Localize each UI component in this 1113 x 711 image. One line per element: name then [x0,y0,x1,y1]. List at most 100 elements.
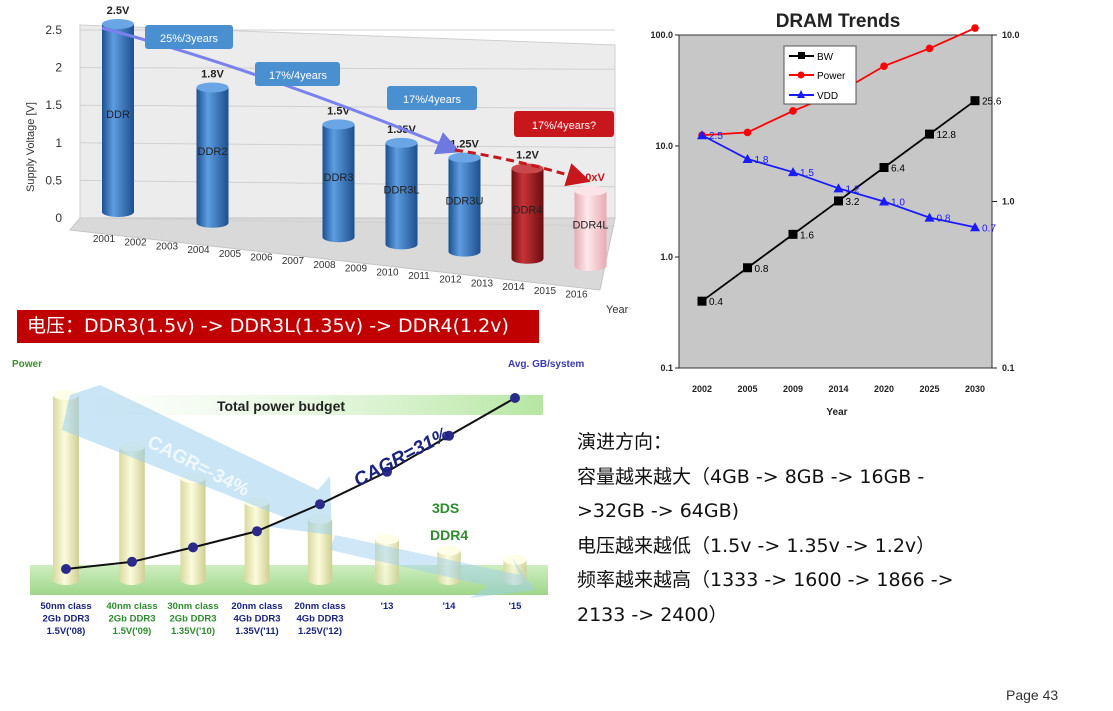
chart1-xtick: 2005 [219,249,242,260]
note-line: 容量越来越大（4GB -> 8GB -> 16GB - [577,465,925,488]
bw-point [743,263,752,273]
bar-top [574,185,607,196]
chart3-category-label: 2Gb DDR3 [109,614,156,625]
chart1-gridline [79,67,616,70]
vdd-point [879,196,889,206]
bar-name: DDR3L [383,185,419,197]
bar-body [196,87,229,228]
chart2-left-tick: 100.0 [650,30,673,40]
series-bw: 0.4 0.8 1.6 3.2 6.4 12.8 25.6 [697,96,1002,308]
chart2-left-tick: 1.0 [660,252,673,262]
cylinder-top [375,534,399,545]
chart2-legend: BW Power VDD [783,45,857,105]
gb-point [127,556,137,567]
bar-name: DDR2 [198,146,228,158]
chart1-ytick: 2 [55,61,62,75]
bar-body [385,142,418,250]
vdd-point [970,222,980,232]
chart3-category-label: '15 [509,601,523,612]
point-label: 0.4 [709,297,723,308]
bar-name: DDR4L [572,219,608,231]
point-label: 1.0 [891,198,905,209]
chart1-xtick: 2010 [376,267,399,278]
chart2-xtick: 2005 [737,384,757,394]
chart1-ytick: 2.5 [45,23,62,37]
note-line: 电压越来越低（1.5v -> 1.35v -> 1.2v） [577,534,936,557]
notes-block: 演进方向： 容量越来越大（4GB -> 8GB -> 16GB - >32GB … [577,425,997,632]
chart3-category-label: 1.5V('08) [47,626,86,637]
series-vdd: 2.5 1.8 1.5 1.2 1.0 0.8 0.7 [697,130,996,234]
legend-vdd: VDD [817,91,838,102]
bar-value-label: 2.5V [107,5,130,17]
future-arrow [330,535,535,598]
bar-value-label: 1.5V [327,105,350,117]
point-label: 0.8 [937,214,951,225]
chart2-xtick: 2025 [919,384,939,394]
gb-point [252,526,262,537]
power-point [971,24,979,32]
bar-body [102,24,134,217]
callout-box [387,86,477,110]
bw-point [925,129,934,139]
chart1-xtick: 2003 [156,241,179,252]
vdd-point [833,183,844,193]
chart2-xtick: 2030 [965,384,985,394]
bar-name: DDR3U [446,196,484,208]
chart1-xtick: 2002 [124,238,147,249]
chart1-xtick: 2013 [471,278,494,289]
chart1-xtick: 2007 [282,256,305,267]
chart2-left-tick: 0.1 [660,363,673,373]
chart3-category-label: 20nm class [231,601,282,612]
chart3-title: Total power budget [217,398,345,414]
callout-text: 17%/4years? [532,120,596,132]
bar-top [385,137,418,148]
chart1-xlabel: Year [606,304,629,316]
bar-top [322,119,355,130]
chart3-category-label: 1.25V('12) [298,626,342,637]
gb-point [315,499,325,510]
bar-top [448,152,481,163]
chart1-xtick: 2015 [534,286,557,297]
chart2-right-tick: 0.1 [1002,363,1015,373]
chart3-category-label: '13 [381,601,394,612]
bw-point [788,229,798,239]
bar-name: DDR [106,109,130,121]
avg-gb-label: Avg. GB/system [508,359,584,370]
bar-body [574,190,607,271]
chart1-ylabel: Supply Voltage [V] [25,102,37,192]
vdd-point [742,153,753,163]
bar-top [196,82,229,93]
bar-ddr3: DDR3 1.5V [322,105,355,243]
power-point [789,107,797,115]
callout-box [514,111,614,137]
vdd-point [924,212,935,222]
page-number: Page 43 [1006,687,1059,703]
bar-ddr4: DDR4 1.2V [511,150,544,264]
chart2-title: DRAM Trends [776,11,901,32]
chart3-category-label: '14 [443,601,457,612]
dram-trends-chart: DRAM Trends 100.0 10.0 1.0 0.1 10.0 1.0 0.1 200… [650,11,1019,418]
bw-point [697,296,707,306]
note-line: 演进方向： [577,431,673,453]
cylinder-top [503,554,527,565]
bw-point [879,163,889,173]
vdd-point [788,167,798,177]
gb-point [61,564,71,574]
chart1-ytick: 1.5 [45,98,62,112]
bar-value-label: 1.0xV [576,172,605,184]
cylinder-body [244,502,270,585]
bw-point [970,96,980,106]
bar-body [448,157,481,257]
chart1-xtick: 2009 [345,264,368,275]
chart3-category-label: 1.35V('11) [235,626,278,637]
power-point [880,62,888,70]
point-label: 1.2 [846,184,860,195]
tag-3ds: 3DS [432,500,459,516]
bar-ddr: DDR 2.5V [102,5,134,217]
power-point [925,44,934,53]
point-label: 2.5 [709,131,723,142]
chart1-xtick: 2004 [187,245,210,256]
callout-box [145,25,233,49]
chart3-category-label: 4Gb DDR3 [297,614,344,625]
power-budget-chart: Total power budget Power Avg. GB/system … [12,359,584,637]
